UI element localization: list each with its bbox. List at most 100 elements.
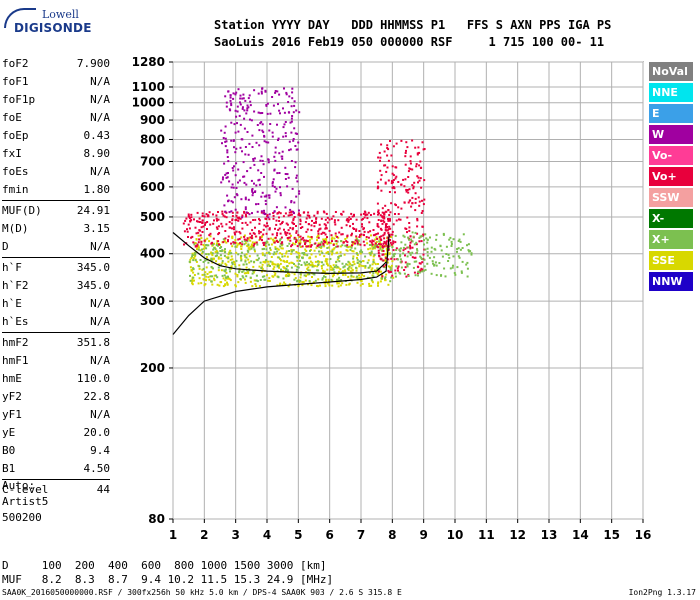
echo-dot [360,213,363,216]
echo-dot [226,281,228,284]
echo-dot [359,252,362,255]
echo-dot [363,244,366,247]
echo-dot [399,254,402,256]
echo-dot [380,243,382,246]
echo-dot [259,261,262,264]
echo-dot [265,240,268,243]
echo-dot [407,273,410,276]
echo-dot [294,264,297,267]
echo-dot [232,186,235,189]
echo-dot [250,247,253,250]
echo-dot [358,274,360,277]
echo-dot [187,223,190,226]
echo-dot [469,250,472,253]
echo-dot [362,212,365,215]
echo-dot [234,233,236,236]
echo-dot [362,265,365,268]
echo-dot [292,138,295,140]
echo-dot [238,216,241,219]
echo-dot [350,246,353,249]
echo-dot [377,282,379,285]
echo-dot [183,230,186,233]
echo-dot [246,237,249,240]
echo-dot [358,263,361,266]
echo-dot [413,181,416,184]
echo-dot [224,251,227,253]
echo-dot [241,97,244,100]
echo-dot [288,111,291,114]
echo-dot [336,240,339,243]
echo-dot [231,261,234,264]
echo-dot [194,253,197,256]
echo-dot [346,244,349,247]
echo-dot [364,265,367,268]
echo-dot [352,260,355,263]
echo-dot [239,146,242,149]
echo-dot [274,227,276,230]
echo-dot [416,272,419,275]
echo-dot [370,250,373,253]
echo-dot [250,243,253,246]
echo-dot [321,277,324,280]
echo-dot [304,263,307,266]
echo-dot [313,222,316,224]
echo-dot [196,248,198,251]
echo-dot [311,265,314,268]
echo-dot [342,241,345,244]
x-tick-label: 12 [509,528,526,542]
echo-dot [224,262,227,265]
echo-dot [214,248,217,251]
echo-dot [336,258,339,261]
echo-dot [259,122,262,125]
echo-dot [323,211,326,214]
echo-dot [403,185,406,188]
echo-dot [288,140,291,143]
echo-dot [368,251,371,254]
echo-dot [221,260,224,263]
echo-dot [408,226,411,229]
echo-dot [453,272,456,274]
echo-dot [261,191,264,194]
echo-dot [227,172,229,174]
echo-dot [309,257,312,260]
echo-dot [368,285,371,287]
echo-dot [279,223,282,226]
echo-dot [317,269,320,272]
echo-dot [251,189,254,192]
echo-dot [224,145,227,148]
echo-dot [325,239,328,242]
echo-dot [260,236,263,239]
echo-dot [293,216,296,218]
echo-dot [212,248,215,251]
echo-dot [284,231,287,234]
echo-dot [193,274,196,276]
echo-dot [292,111,295,114]
param-value: 44 [96,483,110,496]
echo-dot [356,254,359,256]
echo-dot [460,270,463,273]
echo-dot [273,251,276,254]
echo-dot [420,235,423,238]
echo-dot [396,258,399,261]
echo-dot [354,239,357,242]
legend-item-nnw: NNW [649,272,693,291]
echo-dot [234,245,237,248]
echo-dot [260,90,263,93]
echo-dot [379,178,382,181]
echo-dot [224,279,227,282]
echo-dot [457,240,460,242]
echo-dot [367,259,370,262]
echo-dot [259,231,262,234]
echo-dot [347,260,350,263]
echo-dot [377,246,380,249]
echo-dot [353,214,355,217]
echo-dot [261,112,264,114]
echo-dot [413,260,416,263]
echo-dot [240,198,243,201]
echo-dot [272,214,275,217]
echo-dot [330,217,333,220]
echo-dot [383,253,386,256]
echo-dot [307,266,310,269]
echo-dot [406,255,409,258]
echo-dot [355,229,358,232]
